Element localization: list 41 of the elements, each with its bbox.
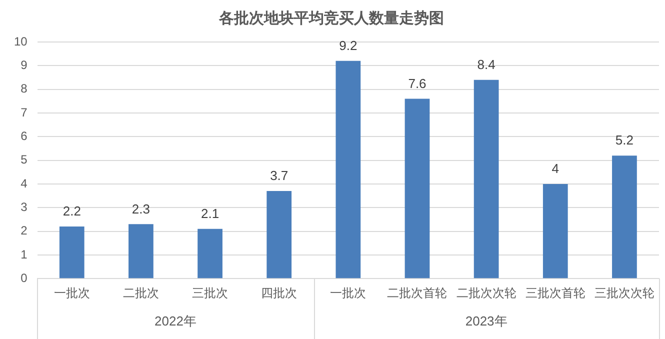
y-tick-label: 2: [20, 224, 28, 238]
y-tick-label: 6: [20, 128, 28, 143]
y-tick-label: 7: [20, 105, 28, 120]
y-tick-label: 10: [14, 34, 28, 48]
y-tick-label: 9: [20, 58, 28, 72]
data-label: 5.2: [615, 132, 634, 148]
x-tick-label: 三批次次轮: [594, 286, 654, 300]
data-label: 2.3: [132, 201, 150, 216]
data-label: 4: [552, 161, 560, 176]
bar: [198, 228, 222, 278]
x-tick-label: 一批次: [54, 286, 90, 300]
bar: [59, 226, 84, 278]
data-label: 8.4: [477, 56, 496, 72]
x-tick-label: 二批次首轮: [387, 286, 448, 300]
y-tick-label: 5: [20, 152, 28, 167]
text: 2023年: [465, 314, 508, 329]
x-tick-label: 三批次: [192, 286, 228, 300]
y-tick-label: 8: [20, 82, 28, 96]
x-tick-label: 三批次首轮: [525, 286, 586, 300]
x-tick-label: 四批次: [261, 286, 298, 300]
x-tick-label: 二批次次轮: [456, 286, 516, 300]
data-label: 3.7: [270, 168, 288, 184]
data-label: 2.1: [200, 206, 220, 221]
data-label: 9.2: [339, 38, 358, 54]
x-tick-label: 二批次: [122, 286, 159, 300]
y-tick-label: 3: [20, 200, 28, 214]
bar: [404, 98, 430, 278]
bar: [612, 156, 637, 278]
y-tick-label: 1: [20, 247, 28, 262]
text: 2022年: [154, 314, 196, 329]
chart-title: 各批次地块平均竞买人数量走势图: [218, 9, 444, 28]
data-label: 7.6: [408, 76, 426, 91]
bar: [336, 60, 361, 278]
x-tick-label: 一批次: [330, 286, 366, 300]
bar: [128, 224, 154, 278]
bar: [542, 184, 568, 278]
data-label: 2.2: [62, 204, 81, 219]
bar: [266, 191, 292, 278]
y-tick-label: 0: [20, 270, 28, 285]
y-tick-label: 4: [20, 176, 28, 190]
bar: [474, 80, 499, 278]
